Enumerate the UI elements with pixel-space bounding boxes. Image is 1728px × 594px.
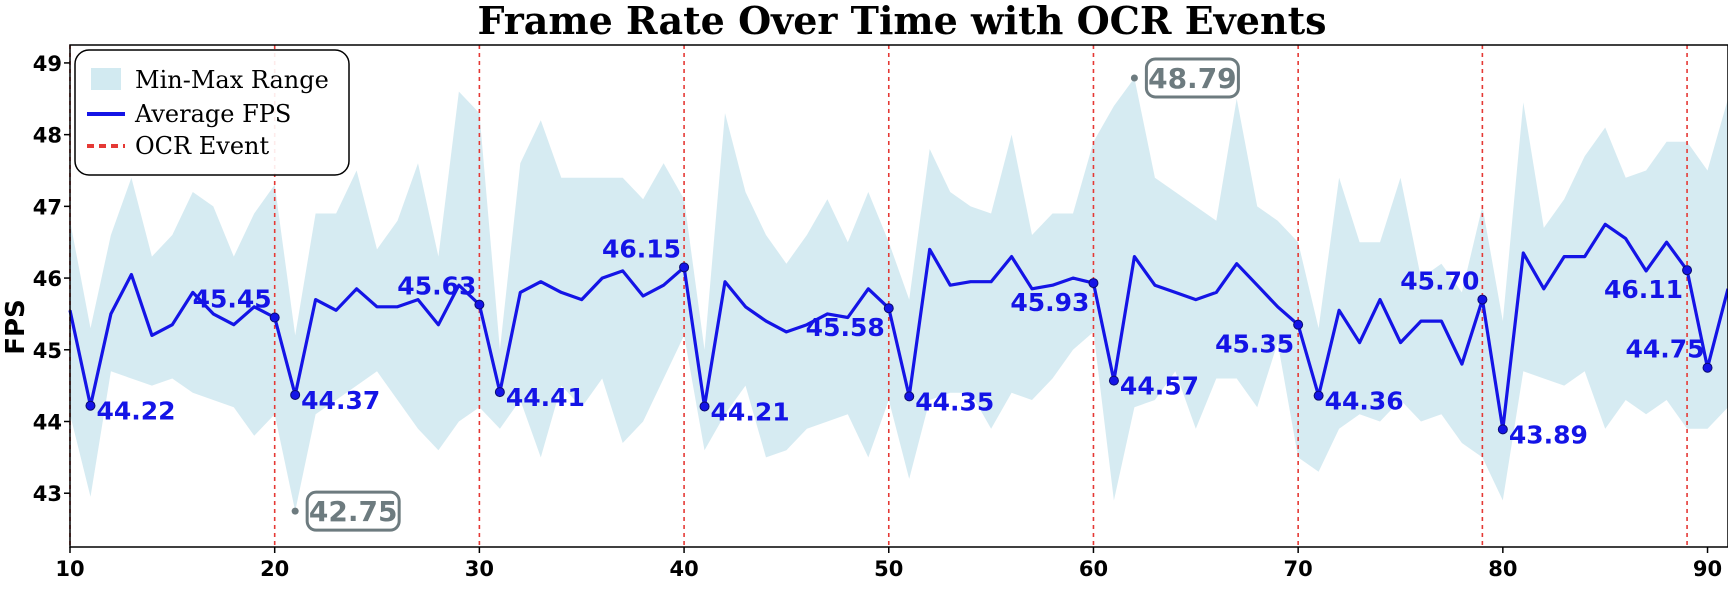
avg-point-marker xyxy=(1088,278,1099,289)
avg-point-marker xyxy=(494,387,505,398)
axis-ticks: 10 20 30 40 50 60 70 80 90 43 44 45 46 47 48 49 xyxy=(33,52,1722,581)
avg-point-marker xyxy=(1108,375,1119,386)
y-tick-label: 43 xyxy=(33,482,62,506)
x-tick-label: 10 xyxy=(55,557,84,581)
avg-data-label: 45.63 xyxy=(397,272,476,301)
avg-point-marker xyxy=(1702,362,1713,373)
avg-point-marker xyxy=(904,391,915,402)
avg-point-marker xyxy=(699,401,710,412)
legend-swatch-band xyxy=(91,68,121,90)
chart-title: Frame Rate Over Time with OCR Events xyxy=(477,0,1326,43)
avg-point-marker xyxy=(1477,294,1488,305)
y-tick-label: 49 xyxy=(33,52,62,76)
avg-point-marker xyxy=(679,262,690,273)
plot-area xyxy=(68,45,1728,547)
y-tick-label: 47 xyxy=(33,195,62,219)
data-labels: 44.22 45.45 44.37 45.63 44.41 46.15 44.21 45.58… xyxy=(85,57,1713,532)
x-tick-label: 60 xyxy=(1079,557,1108,581)
avg-point-marker xyxy=(290,389,301,400)
avg-point-marker xyxy=(1293,319,1304,330)
avg-data-label: 46.11 xyxy=(1604,275,1683,304)
x-tick-label: 70 xyxy=(1284,557,1313,581)
x-tick-label: 90 xyxy=(1693,557,1722,581)
average-fps-line xyxy=(68,222,1728,431)
extreme-point-marker xyxy=(291,507,299,515)
avg-data-label: 44.35 xyxy=(915,387,994,416)
avg-data-label: 44.22 xyxy=(96,397,175,426)
legend-label-avg: Average FPS xyxy=(134,100,291,128)
y-tick-label: 48 xyxy=(33,124,62,148)
avg-point-marker xyxy=(1497,424,1508,435)
avg-data-label: 46.15 xyxy=(602,234,681,263)
extreme-data-label: 48.79 xyxy=(1148,62,1237,95)
extreme-data-label: 42.75 xyxy=(309,495,398,528)
avg-data-label: 45.45 xyxy=(193,285,272,314)
avg-data-label: 44.21 xyxy=(711,397,790,426)
avg-data-label: 45.93 xyxy=(1010,288,1089,317)
legend-label-band: Min-Max Range xyxy=(135,66,329,94)
legend-label-ocr: OCR Event xyxy=(135,132,269,160)
min-max-band xyxy=(70,78,1728,512)
avg-data-label: 44.36 xyxy=(1325,387,1404,416)
x-tick-label: 80 xyxy=(1488,557,1517,581)
avg-point-marker xyxy=(474,299,485,310)
avg-data-label: 45.35 xyxy=(1215,330,1294,359)
x-tick-label: 40 xyxy=(669,557,698,581)
y-tick-label: 46 xyxy=(33,267,62,291)
avg-data-label: 44.41 xyxy=(506,383,585,412)
y-axis-label: FPS xyxy=(1,299,31,355)
avg-point-marker xyxy=(1313,390,1324,401)
extreme-point-marker xyxy=(1130,74,1138,82)
avg-point-marker xyxy=(883,303,894,314)
x-tick-label: 30 xyxy=(465,557,494,581)
avg-point-marker xyxy=(269,312,280,323)
y-tick-label: 44 xyxy=(33,411,62,435)
y-tick-label: 45 xyxy=(33,339,62,363)
avg-data-label: 45.58 xyxy=(806,313,885,342)
x-tick-label: 20 xyxy=(260,557,289,581)
avg-data-label: 44.75 xyxy=(1625,335,1704,364)
avg-data-label: 44.57 xyxy=(1120,372,1199,401)
extreme-label-box xyxy=(1144,57,1240,99)
extreme-label-box xyxy=(305,490,401,532)
x-tick-label: 50 xyxy=(874,557,903,581)
avg-point-marker xyxy=(85,400,96,411)
avg-data-label: 45.70 xyxy=(1400,267,1479,296)
legend-box xyxy=(74,49,350,176)
plot-frame xyxy=(69,44,1728,548)
avg-point-marker xyxy=(1682,265,1693,276)
avg-data-label: 44.37 xyxy=(301,386,380,415)
legend: Min-Max Range Average FPS OCR Event xyxy=(74,49,350,176)
avg-data-label: 43.89 xyxy=(1509,420,1588,449)
